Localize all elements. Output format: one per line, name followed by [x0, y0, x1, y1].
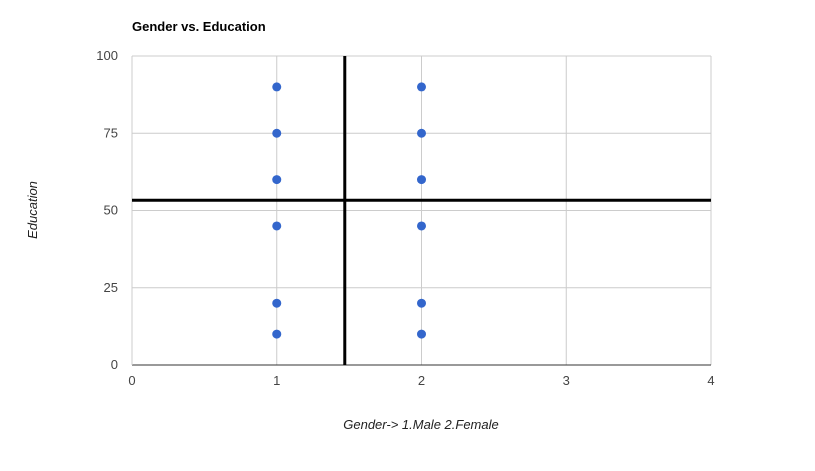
y-tick-label-50: 50	[104, 203, 118, 218]
x-tick-label-4: 4	[707, 373, 714, 388]
x-tick-label-3: 3	[563, 373, 570, 388]
y-tick-label-75: 75	[104, 125, 118, 140]
x-tick-label-1: 1	[273, 373, 280, 388]
data-point-2-60	[417, 175, 426, 185]
data-points	[272, 82, 426, 339]
gridlines	[132, 55, 712, 365]
y-tick-label-100: 100	[96, 48, 118, 63]
data-point-1-20	[272, 298, 282, 308]
y-tick-label-0: 0	[111, 357, 118, 372]
tick-labels: 0 1 2 3 4 0 25 50 75 100	[96, 48, 714, 388]
data-point-2-45	[417, 221, 426, 231]
data-point-2-10	[417, 329, 426, 339]
data-point-2-90	[417, 82, 426, 92]
x-axis-title: Gender-> 1.Male 2.Female	[343, 417, 498, 432]
x-tick-label-0: 0	[128, 373, 135, 388]
y-tick-label-25: 25	[104, 280, 118, 295]
chart-title: Gender vs. Education	[132, 19, 266, 34]
y-axis-title: Education	[25, 181, 40, 239]
data-point-1-75	[272, 128, 282, 138]
data-point-1-60	[272, 175, 282, 185]
data-point-2-20	[417, 298, 426, 308]
reference-lines	[132, 56, 711, 365]
data-point-2-75	[417, 128, 426, 138]
axes	[131, 56, 711, 366]
data-point-1-10	[272, 329, 282, 339]
data-point-1-45	[272, 221, 282, 231]
data-point-1-90	[272, 82, 282, 92]
x-tick-label-2: 2	[418, 373, 425, 388]
